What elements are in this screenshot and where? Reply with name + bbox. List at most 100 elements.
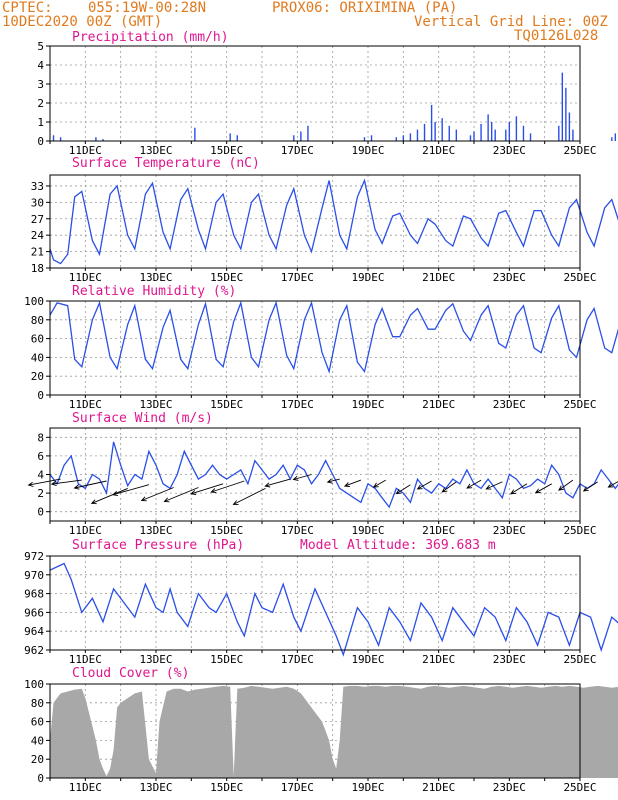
wind-arrow [416,480,432,490]
x-tick-label: 17DEC [281,144,314,157]
wind-arrow [343,479,362,487]
x-tick-label: 15DEC [210,271,243,284]
x-tick-label: 21DEC [422,524,455,537]
wind-arrow [372,479,386,488]
y-tick-label: 80 [31,314,44,327]
x-tick-label: 13DEC [139,653,172,666]
precip-bar [480,123,482,141]
x-tick-label: 17DEC [281,271,314,284]
x-tick-label: 17DEC [281,781,314,794]
x-tick-label: 17DEC [281,653,314,666]
precip-bar [194,127,196,141]
y-tick-label: 33 [31,180,44,193]
wind-arrow [607,481,618,488]
header-station: PROX06: ORIXIMINA (PA) [272,0,457,16]
y-tick-label: 2 [37,487,44,500]
x-tick-label: 21DEC [422,398,455,411]
precip-bar [441,118,443,141]
precip-panel: 0 1 2 3 4 5 Precipitation (mm/h) [37,30,617,148]
wind-arrow [163,487,199,503]
header-code: TQ0126L028 [514,28,598,44]
x-tick-label: 15DEC [210,781,243,794]
wind-arrow [73,480,107,490]
y-tick-label: 40 [31,734,44,747]
x-tick-label: 11DEC [69,653,102,666]
x-tick-label: 13DEC [139,781,172,794]
y-tick-label: 18 [31,262,44,275]
x-tick-label: 21DEC [422,653,455,666]
header-date: 10DEC2020 00Z (GMT) [2,14,162,30]
x-tick-label: 19DEC [351,781,384,794]
precip-bar [236,135,238,141]
rh-series-line [49,300,618,374]
x-tick-label: 19DEC [351,653,384,666]
cloud-title: Cloud Cover (%) [72,666,189,681]
precip-bar [611,137,613,141]
x-tick-label: 13DEC [139,271,172,284]
wind-arrow [582,481,598,492]
temp-title: Surface Temperature (nC) [72,156,260,171]
x-tick-label: 25DEC [563,653,596,666]
rh-panel: 0 20 40 60 80 100 11DEC 13DEC 15DEC 17DEC 19DEC 21D… [24,284,618,411]
x-tick-label: 25DEC [563,144,596,157]
y-tick-label: 0 [37,506,44,519]
x-tick-label: 19DEC [351,271,384,284]
x-tick-label: 15DEC [210,524,243,537]
x-tick-label: 19DEC [351,398,384,411]
precip-bar [529,133,532,141]
x-tick-label: 25DEC [563,271,596,284]
pressure-panel: 962 964 966 968 970 972 11DEC 13DEC 15DEC 17DEC 19… [24,538,618,666]
wind-arrow [534,483,552,494]
precip-bar [95,137,97,141]
wind-arrow [190,483,224,495]
precip-bar [522,125,525,141]
wind-arrow [485,481,503,490]
y-tick-label: 40 [31,351,44,364]
pressure-frame [49,555,581,651]
precip-bar [473,131,475,141]
precip-bar [52,135,55,141]
temp-panel: 18 21 24 27 30 33 11DEC 13DEC 15DEC 17DEC 19DEC 21D… [31,156,618,284]
temp-series-line [49,178,618,265]
precip-bar [565,87,567,141]
y-tick-label: 100 [24,295,44,308]
x-tick-label: 11DEC [69,781,102,794]
precip-bar [515,116,518,141]
x-tick-label: 25DEC [563,398,596,411]
precip-bar [561,72,564,141]
wind-arrow [140,487,174,502]
x-tick-label: 13DEC [139,144,172,157]
y-tick-label: 8 [37,431,44,444]
precip-bar [409,133,412,141]
precip-bar [102,139,104,141]
x-tick-label: 21DEC [422,271,455,284]
precip-bar [448,125,450,141]
x-tick-label: 23DEC [493,781,526,794]
y-tick-label: 80 [31,697,44,710]
precip-title: Precipitation (mm/h) [72,30,229,45]
y-tick-label: 962 [24,644,44,657]
cloud-panel: 0 20 40 60 80 100 11DEC 13DEC 15DEC 17DEC 19DEC 21D… [24,666,618,794]
wind-title: Surface Wind (m/s) [72,411,213,426]
wind-arrow [292,474,312,481]
pressure-series-line [49,562,618,657]
x-tick-label: 11DEC [69,398,102,411]
temp-frame [49,174,581,269]
wind-series-line [49,441,618,509]
wind-arrow [441,481,457,493]
rh-title: Relative Humidity (%) [72,284,236,299]
y-tick-label: 5 [37,40,44,53]
y-tick-label: 972 [24,550,44,563]
x-tick-label: 23DEC [493,524,526,537]
wind-arrow [111,484,150,497]
precip-bar [508,122,511,141]
y-tick-label: 30 [31,196,44,209]
x-tick-label: 19DEC [351,524,384,537]
y-tick-label: 0 [37,135,44,148]
x-tick-label: 15DEC [210,398,243,411]
y-tick-label: 0 [37,389,44,402]
x-tick-label: 19DEC [351,144,384,157]
precip-bar [293,135,295,141]
y-tick-label: 968 [24,588,44,601]
x-tick-label: 13DEC [139,398,172,411]
